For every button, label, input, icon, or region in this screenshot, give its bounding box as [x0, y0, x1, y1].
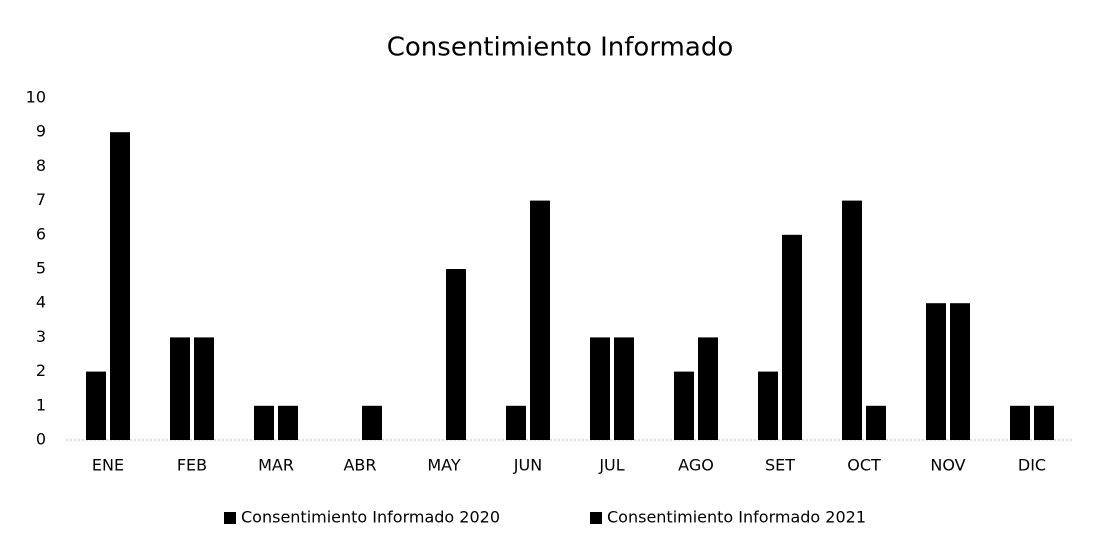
bar	[506, 405, 526, 440]
y-tick-label: 0	[36, 430, 46, 449]
x-tick-label: JUL	[598, 456, 624, 475]
bar	[254, 405, 274, 440]
x-tick-label: FEB	[177, 456, 207, 475]
y-tick-label: 1	[36, 395, 46, 414]
x-tick-label: AGO	[678, 456, 714, 475]
bar	[758, 371, 778, 440]
y-tick-label: 5	[36, 259, 46, 278]
bar	[866, 405, 886, 440]
bar	[614, 337, 634, 440]
bar	[1034, 405, 1054, 440]
legend-label: Consentimiento Informado 2020	[241, 508, 500, 527]
y-tick-label: 2	[36, 361, 46, 380]
y-tick-label: 10	[26, 88, 46, 107]
y-tick-label: 3	[36, 327, 46, 346]
bar	[362, 405, 382, 440]
x-tick-label: ABR	[343, 456, 376, 475]
bar	[590, 337, 610, 440]
y-tick-label: 7	[36, 190, 46, 209]
bar	[1010, 405, 1030, 440]
y-tick-label: 4	[36, 293, 46, 312]
x-tick-label: NOV	[930, 456, 965, 475]
x-tick-label: MAR	[258, 456, 294, 475]
x-tick-label: OCT	[847, 456, 881, 475]
bar	[842, 200, 862, 440]
bar	[782, 234, 802, 440]
bar	[194, 337, 214, 440]
bar	[170, 337, 190, 440]
legend-swatch	[224, 512, 236, 524]
x-tick-label: SET	[765, 456, 795, 475]
bar	[950, 303, 970, 440]
bar	[278, 405, 298, 440]
bar	[674, 371, 694, 440]
bar	[698, 337, 718, 440]
y-tick-label: 9	[36, 122, 46, 141]
bar	[86, 371, 106, 440]
x-tick-label: DIC	[1018, 456, 1046, 475]
x-tick-label: JUN	[513, 456, 542, 475]
legend-swatch	[590, 512, 602, 524]
x-tick-label: MAY	[427, 456, 461, 475]
bar	[110, 132, 130, 440]
legend-label: Consentimiento Informado 2021	[607, 508, 866, 527]
bar	[926, 303, 946, 440]
x-tick-label: ENE	[92, 456, 124, 475]
y-tick-label: 6	[36, 224, 46, 243]
chart-title: Consentimiento Informado	[387, 33, 733, 63]
bar	[446, 269, 466, 440]
y-tick-label: 8	[36, 156, 46, 175]
bar	[530, 200, 550, 440]
